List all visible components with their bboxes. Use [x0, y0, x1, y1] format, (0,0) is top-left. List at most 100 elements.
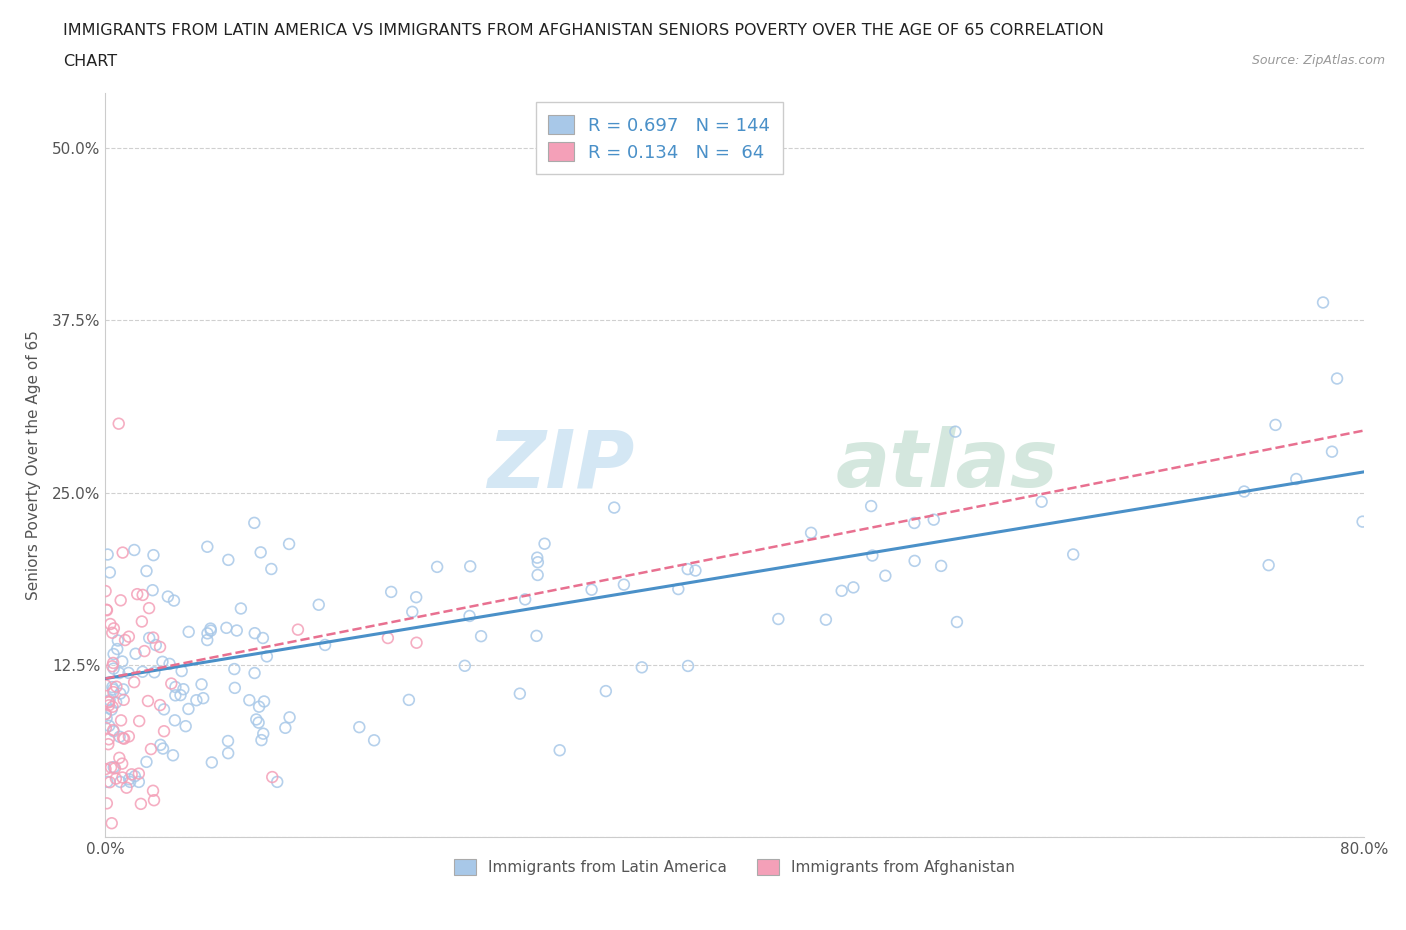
Point: [349, 720, 371, 735]
Point: [145, 638, 167, 653]
Point: [398, 693, 420, 708]
Point: [153, 702, 176, 717]
Point: [97, 695, 120, 710]
Point: [103, 724, 125, 738]
Point: [98, 698, 121, 712]
Point: [200, 623, 222, 638]
Point: [108, 751, 131, 765]
Point: [135, 754, 157, 769]
Point: [245, 712, 267, 727]
Point: [104, 761, 127, 776]
Point: [159, 657, 181, 671]
Point: [685, 563, 707, 578]
Point: [252, 726, 274, 741]
Point: [215, 620, 238, 635]
Point: [111, 770, 134, 785]
Point: [118, 772, 141, 787]
Point: [107, 633, 129, 648]
Point: [768, 612, 790, 627]
Point: [163, 593, 186, 608]
Point: [1326, 371, 1348, 386]
Point: [131, 664, 153, 679]
Point: [129, 796, 152, 811]
Point: [454, 658, 477, 673]
Point: [98, 775, 121, 790]
Text: Source: ZipAtlas.com: Source: ZipAtlas.com: [1251, 54, 1385, 67]
Point: [97, 547, 120, 562]
Point: [97, 732, 120, 747]
Point: [149, 698, 172, 712]
Point: [100, 702, 122, 717]
Point: [177, 624, 200, 639]
Point: [101, 625, 124, 640]
Point: [1264, 418, 1286, 432]
Y-axis label: Seniors Poverty Over the Age of 65: Seniors Poverty Over the Age of 65: [25, 330, 41, 600]
Point: [380, 584, 402, 599]
Point: [1312, 295, 1334, 310]
Point: [156, 589, 179, 604]
Point: [308, 597, 330, 612]
Point: [128, 775, 150, 790]
Point: [946, 615, 969, 630]
Point: [122, 542, 145, 557]
Point: [152, 741, 174, 756]
Point: [107, 417, 129, 432]
Point: [252, 631, 274, 645]
Point: [110, 686, 132, 701]
Point: [101, 658, 124, 673]
Point: [98, 693, 121, 708]
Point: [631, 660, 654, 675]
Point: [1320, 445, 1343, 459]
Point: [515, 592, 537, 607]
Point: [200, 621, 222, 636]
Point: [110, 775, 132, 790]
Point: [94, 721, 117, 736]
Point: [103, 760, 125, 775]
Text: ZIP: ZIP: [486, 426, 634, 504]
Legend: Immigrants from Latin America, Immigrants from Afghanistan: Immigrants from Latin America, Immigrant…: [449, 853, 1021, 882]
Point: [128, 766, 150, 781]
Point: [238, 693, 260, 708]
Point: [287, 622, 309, 637]
Point: [201, 755, 224, 770]
Point: [103, 646, 125, 661]
Point: [100, 816, 122, 830]
Point: [458, 559, 481, 574]
Point: [108, 729, 131, 744]
Point: [860, 498, 883, 513]
Point: [904, 553, 927, 568]
Point: [470, 629, 492, 644]
Point: [110, 593, 132, 608]
Point: [120, 775, 142, 790]
Point: [224, 681, 246, 696]
Point: [243, 666, 266, 681]
Point: [118, 729, 141, 744]
Point: [139, 741, 162, 756]
Point: [526, 551, 548, 565]
Point: [193, 691, 215, 706]
Point: [111, 731, 134, 746]
Point: [225, 623, 247, 638]
Point: [96, 603, 118, 618]
Text: atlas: atlas: [835, 426, 1059, 504]
Point: [666, 581, 689, 596]
Point: [163, 713, 186, 728]
Point: [97, 737, 120, 751]
Point: [217, 552, 239, 567]
Point: [114, 632, 136, 647]
Point: [195, 632, 218, 647]
Point: [533, 537, 555, 551]
Point: [548, 743, 571, 758]
Point: [363, 733, 385, 748]
Point: [111, 654, 134, 669]
Point: [169, 687, 191, 702]
Point: [377, 631, 399, 645]
Point: [197, 626, 219, 641]
Point: [105, 642, 128, 657]
Point: [94, 584, 117, 599]
Point: [509, 686, 531, 701]
Point: [138, 631, 160, 645]
Point: [135, 564, 157, 578]
Point: [190, 677, 212, 692]
Point: [104, 771, 127, 786]
